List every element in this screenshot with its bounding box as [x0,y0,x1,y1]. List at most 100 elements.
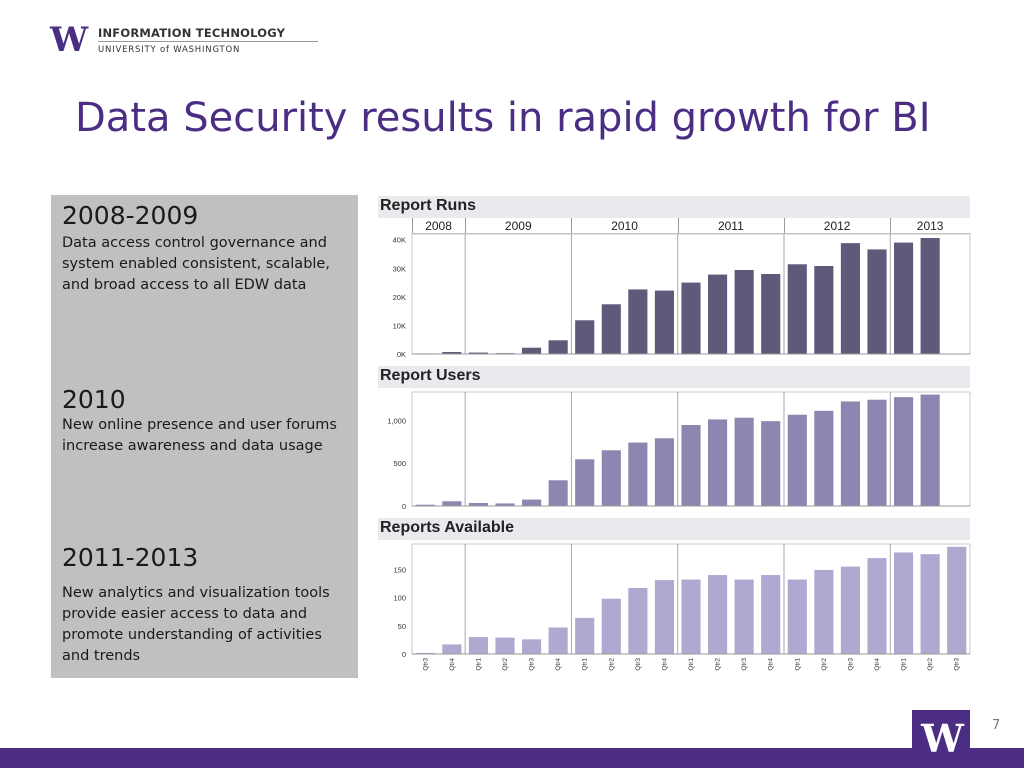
x-tick-label: Qtr4 [874,658,881,671]
bar [442,644,462,654]
bar [681,425,701,506]
bar [628,289,648,354]
bar [734,270,754,354]
y-tick-label: 50 [398,622,406,631]
chart-header-report-users: Report Users [378,366,970,388]
year-divider [571,218,678,234]
bar [601,598,621,654]
bar [840,401,860,506]
footer-uw-logo: W [912,710,970,768]
bar [548,340,568,354]
year-divider [890,218,971,234]
bar [654,290,674,354]
bar [575,320,595,354]
x-tick-label: Qtr2 [608,658,615,671]
chart-header-reports-available: Reports Available [378,518,970,540]
x-tick-label: Qtr2 [502,658,509,671]
x-tick-label: Qtr3 [741,658,748,671]
bar [867,399,887,506]
bar [894,552,914,654]
bar [840,243,860,354]
year-label: 2010 [611,219,638,233]
bar [601,304,621,354]
x-tick-label: Qtr2 [715,658,722,671]
timeline-heading: 2008-2009 [62,201,199,230]
bar [468,637,488,654]
bar [442,352,462,354]
timeline-block-2008-2009: 2008-2009 Data access control governance… [62,201,352,296]
bar [920,238,940,354]
timeline-text: New online presence and user forums incr… [62,417,337,454]
year-label: 2013 [916,219,944,233]
bar [548,480,568,506]
bar [708,274,728,354]
logo-line-university: UNIVERSITY of WASHINGTON [98,45,241,55]
bar [761,575,781,654]
timeline-text: Data access control governance and syste… [62,235,330,293]
timeline-heading: 2011-2013 [62,543,199,572]
bar [442,501,462,506]
y-tick-label: 10K [393,321,406,330]
bar [867,249,887,354]
bar [654,580,674,654]
y-tick-label: 30K [393,264,406,273]
timeline-panel: 2008-2009 Data access control governance… [51,195,358,678]
timeline-block-2011-2013: 2011-2013 New analytics and visualizatio… [62,543,352,667]
x-tick-label: Qtr1 [901,658,908,671]
logo-line-information-technology: INFORMATION TECHNOLOGY [98,26,286,40]
timeline-text: New analytics and visualization tools pr… [62,585,330,664]
bar [415,504,435,506]
x-tick-label: Qtr4 [555,658,562,671]
x-tick-label: Qtr4 [661,658,668,671]
bar [814,410,834,506]
y-tick-label: 1,000 [387,416,406,425]
bar [734,579,754,654]
year-divider [465,218,572,234]
bar [814,266,834,354]
year-divider [784,218,891,234]
bar [575,617,595,654]
x-tick-label: Qtr1 [688,658,695,671]
x-tick-label: Qtr1 [794,658,801,671]
y-tick-label: 100 [393,594,406,603]
bar [522,499,542,506]
year-label: 2009 [504,219,532,233]
bar [920,394,940,506]
year-label: 2012 [823,219,851,233]
x-tick-label: Qtr4 [449,658,456,671]
bar [654,438,674,506]
bar [628,588,648,654]
bar [495,503,515,506]
bar [867,558,887,654]
x-tick-label: Qtr3 [635,658,642,671]
y-tick-label: 20K [393,293,406,302]
x-tick-label: Qtr1 [475,658,482,671]
slide-title: Data Security results in rapid growth fo… [75,95,931,141]
timeline-heading: 2010 [62,385,126,414]
bar [947,546,967,654]
year-label: 2008 [425,219,452,233]
footer-bar [0,748,1024,768]
bar [920,554,940,654]
y-tick-label: 150 [393,565,406,574]
x-tick-label: Qtr1 [582,658,589,671]
year-label: 2011 [717,219,744,233]
chart-header-report-runs: Report Runs [378,196,970,218]
y-tick-label: 0 [402,650,406,659]
x-tick-label: Qtr4 [768,658,775,671]
bar [708,419,728,506]
uw-w-logo-mark: W [50,20,88,60]
y-tick-label: 500 [393,459,406,468]
bar [628,442,648,506]
footer-w-logo-mark: W [921,716,964,761]
bar [601,450,621,506]
bar [894,242,914,354]
y-tick-label: 0 [402,502,406,511]
chart-title: Reports Available [380,519,514,536]
bar [894,397,914,506]
bar [708,575,728,654]
x-tick-label: Qtr3 [847,658,854,671]
x-tick-label: Qtr3 [954,658,961,671]
bar [575,459,595,506]
